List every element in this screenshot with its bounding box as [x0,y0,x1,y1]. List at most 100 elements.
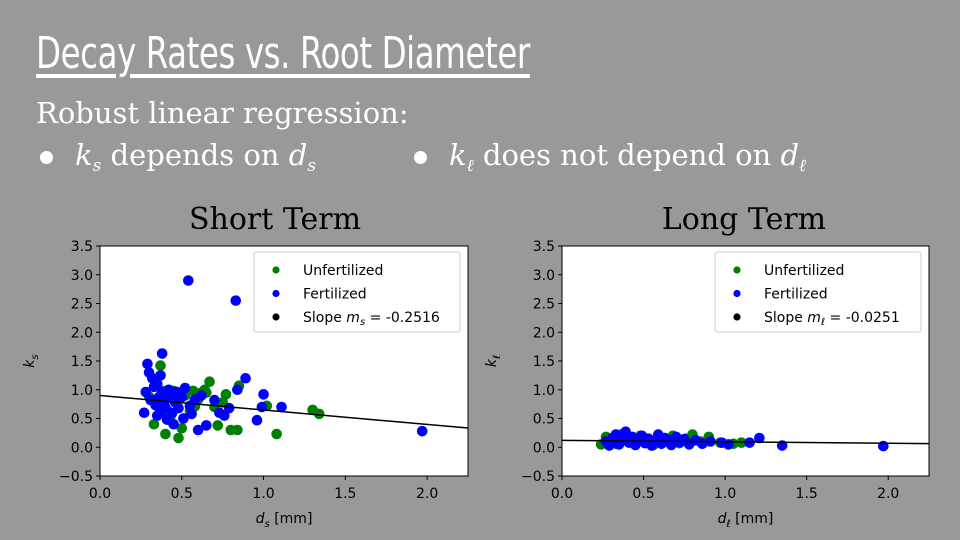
fertilized-point [201,420,212,431]
unfertilized-point [313,408,325,420]
fertilized-point [232,384,243,396]
x-tick-label: 0.0 [89,486,111,502]
fertilized-point [178,413,189,424]
fertilized-point [173,402,184,414]
legend-label: Slope ms = -0.2516 [303,310,440,328]
legend-box [253,251,461,333]
fertilized-point [163,384,174,396]
slide-title: Decay Rates vs. Root Diameter [36,28,530,79]
plot-content [562,426,929,452]
fertilized-point [665,439,677,451]
unfertilized-point [187,385,199,397]
fertilized-point [223,402,235,414]
chart-title-long-term: Long Term [661,202,827,237]
bullet-dot-icon [40,150,53,164]
x-tick-label: 1.5 [334,486,356,502]
legend-marker [733,266,741,274]
legend-label: Unfertilized [303,263,383,279]
fertilized-point [179,382,191,394]
x-tick-label: 0.0 [551,486,573,502]
fertilized-point [219,410,230,421]
unfertilized-point [148,418,160,430]
subtitle: Robust linear regression: [36,96,409,130]
legend-marker [272,289,280,298]
fertilized-point [168,418,179,430]
bullet-short-term: ks depends on ds [40,138,316,176]
bullet-dot-icon [414,150,427,164]
bullet-symbol-2: d [780,138,800,172]
legend-label: Fertilized [764,287,828,303]
fertilized-point [723,439,734,450]
fertilized-point [140,386,152,398]
y-axis-label: ks [22,354,41,368]
fertilized-point [156,348,168,359]
fertilized-point [230,295,242,306]
fertilized-point [878,440,889,452]
unfertilized-point [271,428,282,440]
y-tick-label: 3.5 [71,239,93,255]
y-tick-label: 3.5 [533,239,555,255]
fertilized-point [251,414,263,426]
bullet-subscript-2: s [307,156,316,176]
fertilized-point [416,425,428,437]
y-tick-label: 1.5 [71,354,93,370]
y-tick-label: 0.5 [533,412,555,428]
fertilized-point [192,424,204,436]
bullet-subscript: s [92,156,102,176]
legend-marker [733,289,741,298]
x-tick-label: 2.0 [416,486,438,502]
y-tick-label: 3.0 [533,268,555,284]
fertilized-point [150,399,161,411]
legend-marker [272,313,280,321]
fertilized-point [138,407,150,419]
bullet-symbol: k [75,138,93,172]
legend-marker [272,266,280,274]
chart-title-short-term: Short Term [188,202,362,237]
y-axis-label: kℓ [484,355,503,367]
chart-short-term: −0.50.00.51.01.52.02.53.03.50.0 0.5 1.0 1.5… [22,236,480,530]
legend-label: Unfertilized [764,263,844,279]
y-tick-label: 2.0 [533,325,555,341]
y-tick-label: 1.0 [71,383,93,399]
y-tick-label: 0.5 [71,412,93,428]
fertilized-point [754,432,765,444]
unfertilized-point [155,360,166,371]
fertilized-point [176,391,188,403]
unfertilized-point [160,428,171,440]
fertilized-point [155,370,166,381]
y-tick-label: 2.5 [533,297,555,313]
fertilized-point [276,401,287,413]
legend-label: Slope mℓ = -0.0251 [764,310,900,328]
x-axis-label: dℓ [mm] [718,511,774,530]
unfertilized-point [204,376,215,388]
fertilized-point [258,389,269,400]
bullet-subscript-2: ℓ [799,156,807,176]
y-tick-label: 2.0 [71,325,93,341]
y-tick-label: 2.5 [71,297,93,313]
legend-box [714,251,922,333]
fertilized-point [183,275,194,286]
unfertilized-point [173,432,184,444]
unfertilized-point [176,422,188,434]
bullet-symbol-2: d [288,138,308,172]
fit-line [562,439,929,445]
y-tick-label: 0.0 [71,440,93,456]
fit-line [100,394,468,429]
legend-label: Fertilized [303,287,367,303]
x-tick-label: 0.5 [632,486,654,502]
fertilized-point [196,390,207,401]
x-tick-label: 0.5 [171,486,193,502]
y-tick-label: 1.5 [533,354,555,370]
bullet-long-term: kℓ does not depend on dℓ [414,138,806,176]
bullet-text: depends on [110,138,280,172]
y-tick-label: 1.0 [533,383,555,399]
unfertilized-point [212,420,224,431]
fertilized-point [240,372,251,384]
fertilized-point [209,394,220,406]
unfertilized-point [220,389,232,400]
y-tick-label: 3.0 [71,268,93,284]
chart-long-term: −0.50.00.51.01.52.02.53.03.50.0 0.5 1.0 1.5… [484,236,948,530]
y-tick-label: 0.0 [533,440,555,456]
y-tick-label: −0.5 [521,469,555,485]
